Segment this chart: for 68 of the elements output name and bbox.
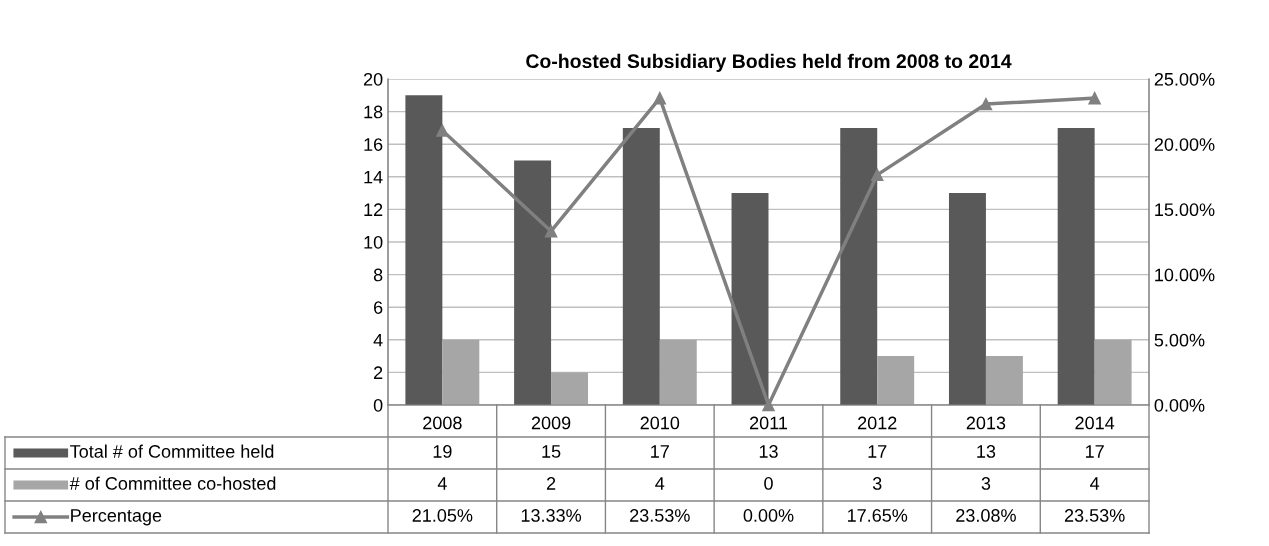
data-label: 13.33% [521, 509, 582, 522]
bar [551, 372, 589, 405]
bar [877, 356, 915, 405]
data-label: 23.53% [630, 509, 690, 522]
y-tick-label: 0 [373, 398, 383, 412]
x-tick-label: 2011 [749, 416, 788, 430]
bar [840, 127, 878, 405]
point [870, 168, 884, 182]
data-label: 0 [764, 477, 773, 490]
bar [1094, 339, 1132, 405]
data-label: 23.08% [956, 509, 1016, 522]
y2-tick-label: 15.00% [1155, 203, 1215, 217]
bar [405, 95, 443, 405]
y-tick-label: 2 [374, 366, 383, 379]
x-tick-label: 2009 [531, 416, 571, 430]
data-label: 17.65% [847, 509, 908, 522]
bar [948, 193, 986, 405]
data-label: 3 [981, 477, 991, 490]
y-tick-label: 20 [363, 72, 383, 86]
x-tick-label: 2014 [1075, 416, 1115, 430]
x-tick-label: 2012 [858, 416, 897, 430]
y2-tick-label: 25.00% [1154, 72, 1215, 86]
chart-title: Co-hosted Subsidiary Bodies held from 2008 to 2014 [526, 53, 1012, 72]
bar [442, 339, 480, 405]
data-label: 23.53% [1064, 509, 1125, 522]
point [1088, 91, 1101, 105]
y-tick-label: 8 [373, 268, 383, 282]
data-label: 0.00% [743, 509, 794, 522]
y2-tick-label: 5.00% [1154, 333, 1205, 347]
y-tick-label: 14 [364, 170, 383, 184]
point [653, 91, 667, 105]
bar [1057, 127, 1095, 405]
x-tick-label: 2013 [966, 416, 1006, 430]
data-label: 19 [433, 445, 452, 458]
legend-label: Percentage [71, 509, 162, 526]
x-tick-label: 2008 [423, 416, 462, 430]
data-label: 15 [542, 445, 561, 458]
y2-tick-label: 0.00% [1154, 398, 1205, 412]
bar [659, 339, 697, 405]
y-tick-label: 10 [364, 235, 383, 249]
data-label: 4 [437, 477, 447, 490]
point [544, 224, 558, 238]
data-label: 4 [1090, 477, 1100, 490]
data-label: 21.05% [412, 509, 473, 522]
legend-label: Total # of Committee held [70, 444, 274, 458]
data-label: 17 [651, 445, 669, 458]
y2-tick-label: 10.00% [1155, 268, 1215, 282]
data-label: 17 [1085, 445, 1104, 458]
bar [622, 127, 660, 405]
bar [985, 356, 1023, 405]
y-tick-label: 16 [364, 138, 383, 151]
bar [731, 193, 769, 405]
data-label: 13 [759, 445, 778, 458]
point [762, 398, 775, 412]
data-label: 2 [546, 477, 556, 490]
data-label: 3 [872, 477, 882, 490]
y2-tick-label: 20.00% [1154, 138, 1215, 151]
y-tick-label: 6 [374, 301, 383, 314]
y-tick-label: 18 [364, 105, 383, 119]
y-tick-label: 4 [373, 333, 383, 347]
point [979, 97, 993, 111]
x-tick-label: 2010 [640, 416, 680, 430]
data-label: 17 [868, 445, 887, 458]
data-label: 13 [977, 445, 996, 458]
bar [514, 160, 552, 405]
legend-label: # of Committee co-hosted [69, 476, 276, 490]
data-label: 4 [655, 477, 665, 490]
y-tick-label: 12 [364, 203, 383, 216]
